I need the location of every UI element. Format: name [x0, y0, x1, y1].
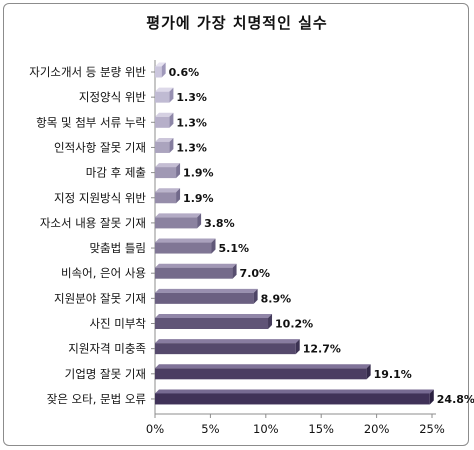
x-tick-label: 25%: [419, 422, 445, 436]
chart-frame: [3, 3, 469, 446]
bar: [155, 167, 177, 179]
bar-side-face: [211, 238, 216, 254]
data-label: 24.8%: [437, 393, 474, 406]
bar: [155, 343, 296, 355]
bar: [155, 292, 254, 304]
bar-top-face: [155, 339, 300, 344]
bar-top-face: [155, 62, 166, 67]
bar-side-face: [169, 87, 174, 103]
data-label: 8.9%: [261, 292, 292, 305]
category-label: 인적사항 잘못 기재: [54, 140, 146, 154]
bar-top-face: [155, 188, 181, 193]
bar-top-face: [155, 112, 174, 117]
category-label: 잦은 오타, 문법 오류: [47, 392, 146, 406]
bar-side-face: [253, 288, 258, 304]
bar-top-face: [155, 314, 273, 318]
bar-side-face: [268, 314, 273, 329]
data-label: 7.0%: [240, 267, 271, 280]
data-label: 0.6%: [169, 66, 200, 79]
bar-side-face: [232, 263, 237, 279]
bar-side-face: [176, 163, 181, 179]
bar-top-face: [155, 87, 174, 92]
category-label: 항목 및 첨부 서류 누락: [36, 115, 146, 129]
bar-top-face: [155, 213, 202, 218]
bar-side-face: [197, 213, 202, 229]
bar-side-face: [176, 188, 181, 204]
category-label: 마감 후 제출: [86, 166, 146, 180]
data-label: 5.1%: [219, 242, 250, 255]
category-label: 자소서 내용 잘못 기재: [40, 216, 146, 230]
data-label: 1.3%: [176, 116, 207, 129]
bar: [155, 267, 233, 279]
bar: [155, 318, 269, 329]
data-label: 1.3%: [176, 91, 207, 104]
bar-top-face: [155, 389, 434, 394]
category-label: 지정 지원방식 위반: [54, 191, 146, 205]
x-tick-label: 0%: [146, 422, 164, 436]
bar: [155, 116, 170, 128]
bar-top-face: [155, 364, 371, 369]
bar-top-face: [155, 288, 258, 293]
category-label: 기업명 잘못 기재: [65, 367, 146, 381]
bar-side-face: [295, 339, 300, 355]
bar: [155, 368, 367, 380]
category-label: 지원자격 미충족: [68, 342, 146, 356]
bar-top-face: [155, 263, 237, 268]
bar: [155, 242, 212, 254]
data-label: 10.2%: [275, 318, 313, 331]
bar: [155, 393, 430, 405]
category-label: 비속어, 은어 사용: [61, 266, 146, 280]
chart-labels: 0% 5% 10% 15% 20% 25% 자기소개서 등 분량 위반 0.6% 지정양식 위반…: [29, 65, 474, 436]
chart-bars: [155, 62, 434, 405]
data-label: 12.7%: [303, 343, 341, 356]
bar-top-face: [155, 163, 181, 168]
bar-top-face: [155, 137, 174, 142]
data-label: 3.8%: [204, 217, 235, 230]
category-label: 지원분야 잘못 기재: [54, 291, 146, 305]
x-tick-label: 20%: [364, 422, 390, 436]
data-label: 1.9%: [183, 167, 214, 180]
bar-top-face: [155, 238, 216, 243]
bar-side-face: [429, 389, 434, 405]
bar: [155, 217, 198, 229]
bar-side-face: [169, 112, 174, 128]
bar-side-face: [366, 364, 371, 380]
bar-side-face: [169, 137, 174, 153]
x-tick-label: 10%: [253, 422, 279, 436]
data-label: 19.1%: [374, 368, 412, 381]
data-label: 1.9%: [183, 192, 214, 205]
bar: [155, 91, 170, 103]
bar: [155, 192, 177, 204]
x-tick-label: 15%: [308, 422, 334, 436]
bar: [155, 66, 162, 78]
bar: [155, 141, 170, 153]
bar-side-face: [161, 62, 166, 78]
category-label: 자기소개서 등 분량 위반: [29, 65, 146, 79]
category-label: 사진 미부착: [89, 317, 146, 331]
chart-title: 평가에 가장 치명적인 실수: [146, 14, 328, 32]
data-label: 1.3%: [176, 141, 207, 154]
x-tick-label: 5%: [201, 422, 219, 436]
category-label: 지정양식 위반: [79, 90, 147, 104]
category-label: 맞춤법 틀림: [89, 241, 146, 255]
